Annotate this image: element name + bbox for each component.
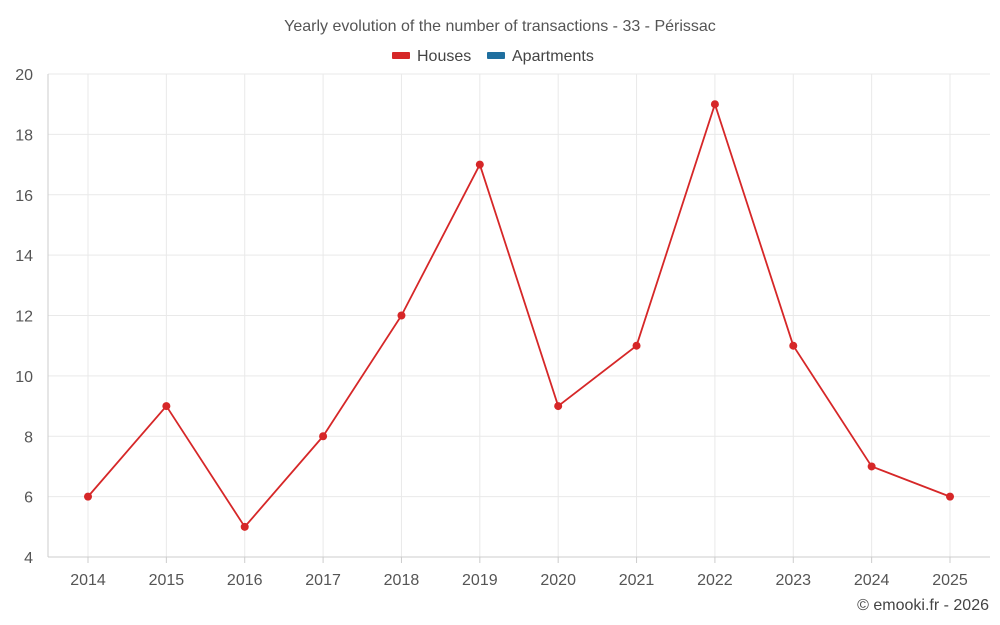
data-point-houses-2022[interactable] [710,100,719,109]
x-tick-label: 2015 [149,572,185,589]
data-point-houses-2017[interactable] [319,432,328,441]
chart-title: Yearly evolution of the number of transa… [284,18,716,35]
x-tick-label: 2017 [305,572,341,589]
legend-label-apartments: Apartments [512,48,594,65]
data-point-houses-2018[interactable] [397,311,406,320]
y-tick-label: 16 [15,188,33,205]
axes: 4 6 8 10 12 14 16 18 20 2014 2015 2016 2017 2018 2019 2… [15,67,990,589]
x-tick-label: 2021 [619,572,655,589]
y-tick-label: 18 [15,127,33,144]
y-tick-label: 4 [24,550,33,567]
x-tick-label: 2016 [227,572,263,589]
x-tick-label: 2023 [775,572,811,589]
credit-text: © emooki.fr - 2026 [857,597,989,614]
x-tick-label: 2019 [462,572,498,589]
series-line-houses [87,103,951,528]
y-tick-label: 6 [24,490,33,507]
x-tick-label: 2018 [384,572,420,589]
legend-item-apartments[interactable]: Apartments [487,48,594,65]
legend-label-houses: Houses [417,48,471,65]
grid [48,73,990,558]
x-tick-label: 2014 [70,572,106,589]
data-point-houses-2014[interactable] [84,492,92,501]
legend: Houses Apartments [392,48,594,65]
x-tick-label: 2020 [540,572,576,589]
y-tick-label: 10 [15,369,33,386]
data-point-houses-2025[interactable] [946,492,954,501]
x-tick-label: 2022 [697,572,733,589]
y-tick-label: 14 [15,248,33,265]
series-houses [84,100,954,531]
data-point-houses-2015[interactable] [162,402,171,411]
y-tick-label: 20 [15,67,33,84]
data-point-houses-2016[interactable] [240,522,249,531]
x-tick-label: 2024 [854,572,890,589]
data-point-houses-2019[interactable] [475,160,484,169]
data-point-houses-2023[interactable] [789,341,798,350]
data-point-houses-2024[interactable] [867,462,876,471]
y-tick-label: 12 [15,309,33,326]
data-point-houses-2021[interactable] [632,341,641,350]
x-tick-label: 2025 [932,572,968,589]
y-tick-label: 8 [24,429,33,446]
legend-item-houses[interactable]: Houses [392,48,471,65]
legend-swatch-apartments [487,52,505,59]
data-point-houses-2020[interactable] [554,402,563,411]
legend-swatch-houses [392,52,410,59]
